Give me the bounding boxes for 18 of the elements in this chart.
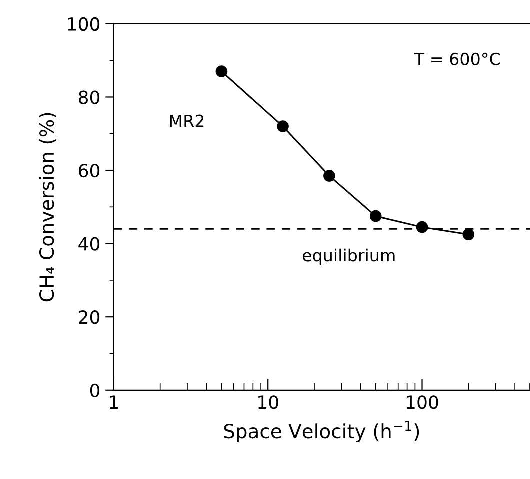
y-tick-label: 40: [78, 237, 100, 251]
x-tick-label: 10: [258, 396, 278, 410]
text: MR2: [170, 114, 204, 128]
point: [462, 228, 475, 241]
ref-line-label: equilibrium: [302, 248, 395, 265]
point: [277, 120, 289, 132]
y-tick-label: 60: [79, 164, 100, 178]
y-tick-label: 80: [79, 90, 100, 104]
x-axis-title: Space Velocity (h$^{−1}$): [224, 421, 420, 442]
y-tick-label: 100: [68, 17, 100, 32]
x-tick-label: 100: [407, 396, 438, 410]
y-axis-title: CH₄ Conversion (%): [39, 113, 56, 302]
x-tick-label: 1: [110, 396, 118, 409]
point: [370, 210, 382, 222]
y-tick-label: 20: [79, 310, 100, 324]
y-tick-label: 0: [90, 384, 100, 398]
point: [324, 170, 336, 182]
annotation: T = 600°C: [414, 52, 500, 66]
